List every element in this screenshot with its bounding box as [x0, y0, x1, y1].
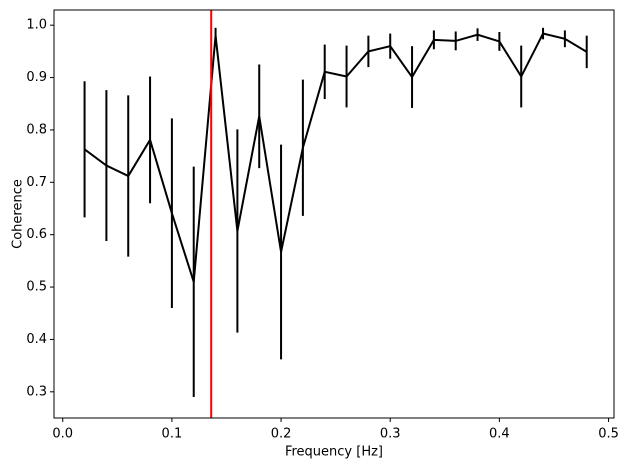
- y-tick-label: 0.8: [26, 122, 47, 137]
- x-tick-label: 0.0: [52, 427, 73, 442]
- y-tick-label: 0.6: [26, 227, 47, 242]
- x-axis-label: Frequency [Hz]: [285, 445, 383, 460]
- x-tick-label: 0.1: [162, 427, 183, 442]
- y-tick-label: 0.3: [26, 384, 47, 399]
- x-tick-label: 0.5: [598, 427, 619, 442]
- y-tick-label: 0.4: [26, 332, 47, 347]
- y-tick-label: 0.7: [26, 175, 47, 190]
- series-line: [83, 32, 588, 283]
- plot-frame: [53, 9, 615, 419]
- y-tick-label: 0.5: [26, 280, 47, 295]
- y-tick-label: 0.9: [26, 70, 47, 85]
- x-tick-label: 0.2: [271, 427, 292, 442]
- y-tick-label: 1.0: [26, 18, 47, 33]
- x-tick-label: 0.3: [380, 427, 401, 442]
- x-tick-label: 0.4: [489, 427, 510, 442]
- y-axis-label: Coherence: [11, 179, 26, 249]
